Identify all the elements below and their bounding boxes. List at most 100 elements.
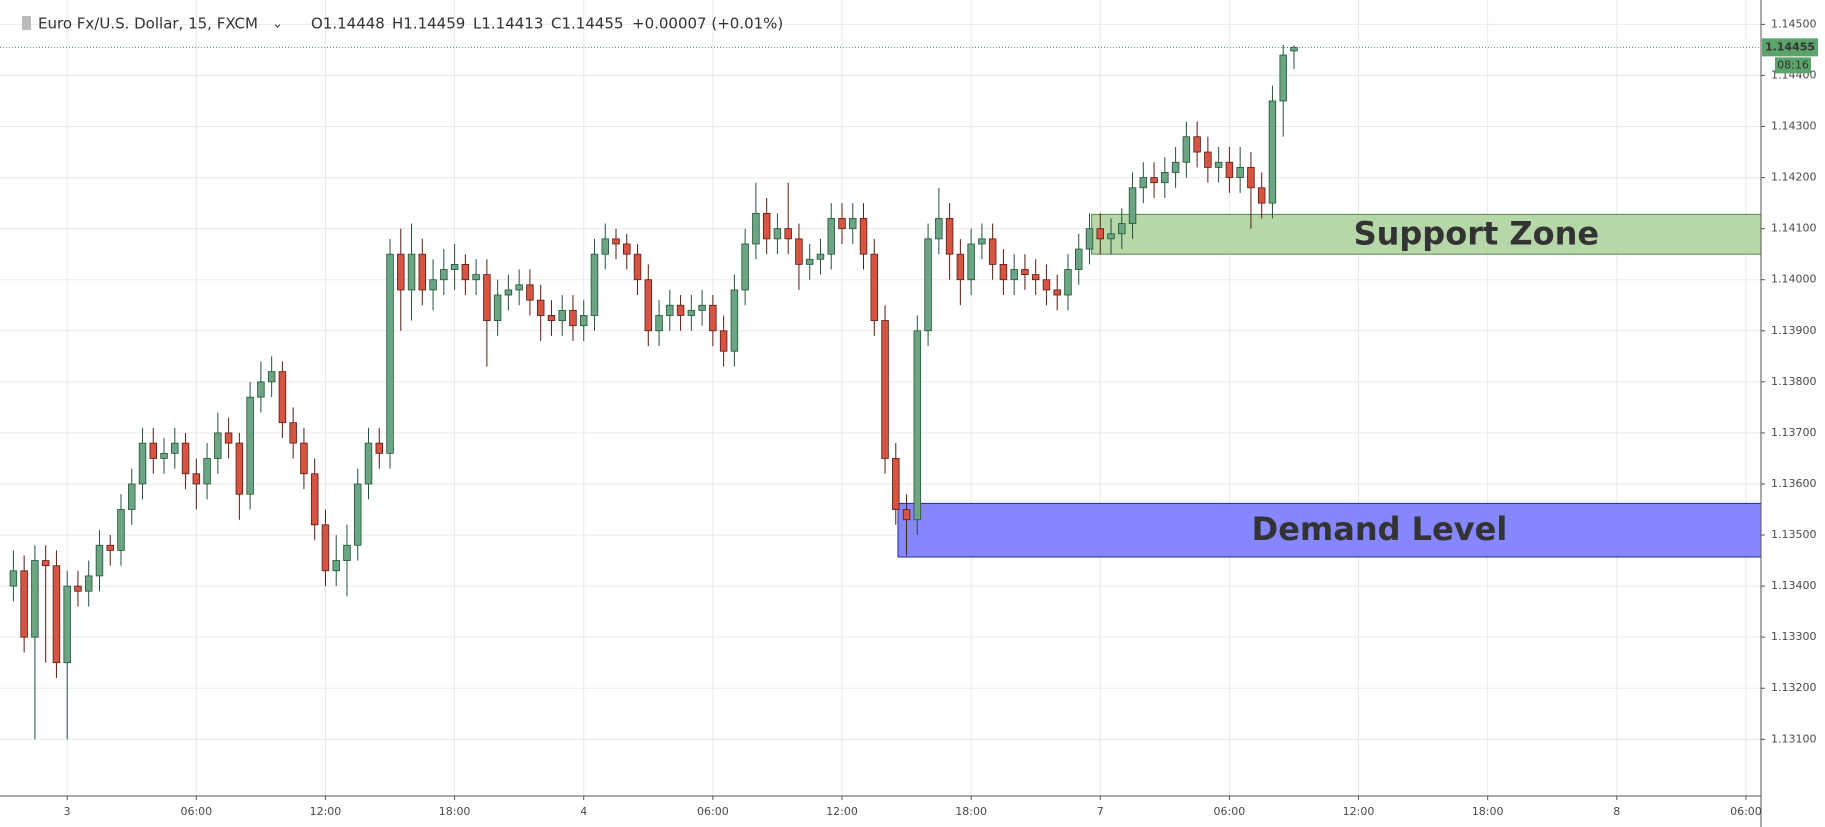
candle-body bbox=[160, 452, 168, 459]
candle-body bbox=[1128, 187, 1137, 224]
countdown-box bbox=[1775, 57, 1811, 74]
candle-body bbox=[1096, 228, 1104, 240]
candle-body bbox=[257, 381, 265, 398]
candle-body bbox=[773, 228, 782, 240]
candle-body bbox=[1107, 233, 1115, 240]
candle-body bbox=[386, 253, 394, 454]
y-tick-label: 1.13800 bbox=[1771, 375, 1817, 388]
candle-body bbox=[1139, 177, 1148, 189]
candle-body bbox=[52, 565, 61, 664]
candle-body bbox=[1193, 136, 1201, 153]
candle-body bbox=[676, 304, 685, 316]
candles bbox=[9, 44, 1298, 740]
candle-body bbox=[849, 218, 857, 230]
candle-body bbox=[429, 279, 437, 291]
candle-body bbox=[171, 442, 179, 454]
candle-body bbox=[450, 263, 459, 270]
zone bbox=[1091, 213, 1762, 255]
y-tick-label: 1.14000 bbox=[1771, 273, 1817, 286]
candle-body bbox=[838, 218, 846, 230]
candle-body bbox=[246, 396, 254, 495]
candle-body bbox=[289, 422, 297, 444]
zone-label: Support Zone bbox=[1354, 214, 1600, 252]
ohlc-value: H1.14459 bbox=[392, 15, 465, 33]
ohlc-value: +0.00007 (+0.01%) bbox=[632, 15, 783, 33]
ohlc-legend: O1.14448 H1.14459 L1.14413 C1.14455 +0.00007… bbox=[311, 15, 783, 33]
x-tick-label: 06:00 bbox=[697, 805, 729, 818]
candle-body bbox=[784, 228, 792, 240]
candle-body bbox=[278, 371, 287, 424]
candle-body bbox=[235, 442, 244, 495]
candle-body bbox=[924, 238, 932, 332]
x-tick-label: 18:00 bbox=[1472, 805, 1504, 818]
x-tick-label: 7 bbox=[1097, 805, 1104, 818]
candle-body bbox=[999, 263, 1008, 281]
candle-body bbox=[558, 309, 566, 321]
candle-body bbox=[1064, 269, 1072, 296]
y-tick-label: 1.13400 bbox=[1771, 579, 1817, 592]
candle-body bbox=[407, 253, 416, 291]
x-tick-label: 06:00 bbox=[1730, 805, 1762, 818]
candle-body bbox=[461, 263, 470, 281]
candle-body bbox=[63, 585, 71, 664]
candle-body bbox=[1010, 269, 1018, 281]
candle-body bbox=[1225, 161, 1234, 178]
symbol-icon bbox=[22, 16, 31, 30]
y-tick-label: 1.13500 bbox=[1771, 528, 1817, 541]
candle-body bbox=[579, 315, 588, 327]
candle-body bbox=[117, 509, 125, 551]
candle-body bbox=[655, 315, 663, 332]
candle-body bbox=[881, 320, 889, 459]
candle-body bbox=[633, 253, 642, 281]
candle-body bbox=[84, 575, 93, 592]
candle-body bbox=[687, 309, 696, 316]
candle-body bbox=[310, 473, 319, 526]
candle-body bbox=[128, 483, 136, 510]
y-tick-label: 1.14500 bbox=[1771, 17, 1817, 30]
candle-body bbox=[913, 330, 922, 521]
candle-body bbox=[1075, 248, 1083, 270]
candle-body bbox=[816, 253, 825, 260]
candle-body bbox=[719, 330, 728, 352]
dropdown-caret[interactable]: ⌄ bbox=[272, 17, 283, 32]
zone bbox=[897, 502, 1762, 558]
candle-body bbox=[666, 304, 674, 316]
candle-body bbox=[1268, 100, 1277, 204]
candle-body bbox=[547, 315, 556, 321]
candle-body bbox=[827, 218, 835, 255]
candle-body bbox=[106, 544, 114, 551]
candle-body bbox=[935, 218, 943, 240]
candle-body bbox=[192, 473, 201, 485]
last-price-box bbox=[1762, 38, 1818, 57]
x-tick-label: 18:00 bbox=[439, 805, 471, 818]
candle-body bbox=[354, 483, 362, 546]
candle-body bbox=[1257, 187, 1266, 204]
x-tick-label: 06:00 bbox=[1214, 805, 1246, 818]
x-tick-label: 8 bbox=[1613, 805, 1620, 818]
x-tick-label: 12:00 bbox=[1343, 805, 1375, 818]
candle-body bbox=[364, 442, 373, 485]
candle-body bbox=[644, 279, 653, 332]
y-tick-label: 1.13300 bbox=[1771, 630, 1817, 643]
candle-body bbox=[20, 570, 28, 638]
x-tick-label: 4 bbox=[580, 805, 587, 818]
candle-body bbox=[214, 432, 222, 459]
ohlc-value: O1.14448 bbox=[311, 15, 385, 33]
countdown: 08:16 bbox=[1777, 58, 1809, 71]
zones: Support Zone Demand Level bbox=[897, 213, 1762, 558]
ohlc-value: C1.14455 bbox=[551, 15, 624, 33]
candle-body bbox=[1031, 274, 1040, 281]
candle-body bbox=[1182, 136, 1191, 163]
candle-body bbox=[752, 212, 760, 245]
candle-body bbox=[321, 524, 330, 572]
zone-label: Demand Level bbox=[1252, 510, 1508, 548]
candle-body bbox=[956, 253, 965, 281]
x-tick-label: 12:00 bbox=[310, 805, 342, 818]
candle-body bbox=[805, 258, 814, 265]
candle-body bbox=[1236, 166, 1244, 178]
candle-body bbox=[1279, 54, 1287, 102]
candle-body bbox=[1247, 166, 1255, 189]
candle-body bbox=[472, 274, 480, 281]
candle-body bbox=[1053, 289, 1061, 296]
candle-body bbox=[967, 243, 975, 281]
